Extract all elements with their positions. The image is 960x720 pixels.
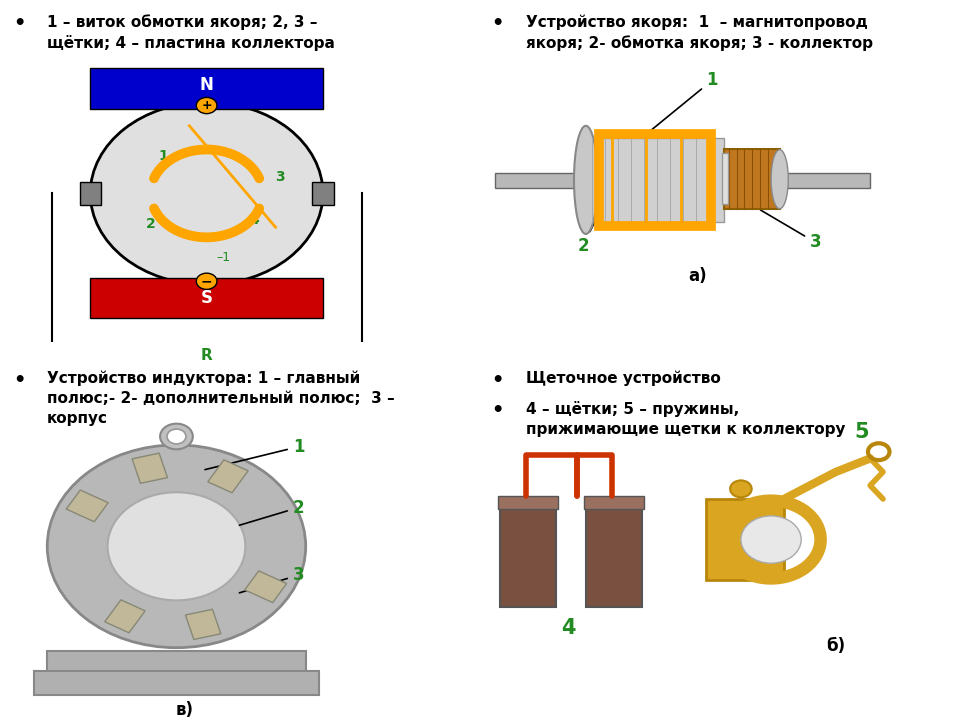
Text: 1: 1: [648, 71, 718, 132]
FancyBboxPatch shape: [584, 495, 644, 509]
FancyBboxPatch shape: [90, 68, 323, 109]
Text: 2: 2: [239, 498, 304, 525]
Text: R: R: [201, 348, 212, 363]
FancyBboxPatch shape: [707, 499, 784, 580]
Text: 4: 4: [250, 213, 259, 228]
Circle shape: [47, 445, 305, 648]
FancyBboxPatch shape: [586, 505, 642, 607]
Polygon shape: [105, 600, 145, 633]
Circle shape: [741, 516, 802, 563]
Ellipse shape: [771, 150, 788, 209]
Text: 2: 2: [577, 216, 597, 255]
FancyBboxPatch shape: [497, 495, 558, 509]
Text: +: +: [202, 99, 212, 112]
Circle shape: [160, 423, 193, 449]
FancyBboxPatch shape: [495, 173, 582, 189]
Circle shape: [90, 102, 323, 284]
FancyBboxPatch shape: [47, 651, 305, 678]
Text: •: •: [12, 371, 25, 390]
Polygon shape: [207, 460, 249, 492]
Text: 1: 1: [158, 149, 168, 163]
Text: •: •: [12, 14, 25, 33]
Text: •: •: [492, 401, 503, 420]
FancyBboxPatch shape: [312, 181, 334, 205]
Text: N: N: [200, 76, 213, 94]
Text: Щеточное устройство: Щеточное устройство: [525, 371, 720, 386]
Text: а): а): [688, 267, 708, 285]
Circle shape: [731, 480, 752, 498]
Circle shape: [167, 429, 186, 444]
Polygon shape: [185, 609, 221, 639]
FancyBboxPatch shape: [500, 505, 556, 607]
Text: 3: 3: [760, 210, 822, 251]
FancyBboxPatch shape: [35, 671, 319, 695]
FancyBboxPatch shape: [80, 181, 101, 205]
Text: S: S: [201, 289, 212, 307]
FancyBboxPatch shape: [724, 150, 780, 209]
Polygon shape: [132, 453, 167, 483]
Text: Устройство якоря:  1  – магнитопровод
якоря; 2- обмотка якоря; 3 - коллектор: Устройство якоря: 1 – магнитопровод якор…: [525, 14, 873, 50]
FancyBboxPatch shape: [90, 278, 323, 318]
Circle shape: [196, 97, 217, 114]
Circle shape: [108, 492, 246, 600]
Polygon shape: [245, 571, 287, 603]
Text: 4: 4: [562, 618, 576, 638]
Text: 5: 5: [854, 422, 869, 442]
FancyBboxPatch shape: [586, 138, 724, 222]
Text: 2: 2: [146, 217, 156, 231]
Text: 3: 3: [275, 169, 285, 184]
FancyBboxPatch shape: [172, 346, 241, 366]
Text: –1: –1: [217, 251, 231, 264]
Text: 1 – виток обмотки якоря; 2, 3 –
щётки; 4 – пластина коллектора: 1 – виток обмотки якоря; 2, 3 – щётки; 4…: [47, 14, 335, 51]
Ellipse shape: [574, 126, 598, 234]
Polygon shape: [66, 490, 108, 522]
FancyBboxPatch shape: [780, 173, 870, 189]
Text: −: −: [201, 274, 212, 288]
Text: 1: 1: [205, 438, 304, 469]
Text: •: •: [492, 14, 503, 33]
Circle shape: [196, 273, 217, 289]
Text: Устройство индуктора: 1 – главный
полюс;- 2- дополнительный полюс;  3 –
корпус: Устройство индуктора: 1 – главный полюс;…: [47, 371, 395, 426]
Text: в): в): [176, 701, 194, 719]
Text: •: •: [492, 371, 503, 390]
Text: 3: 3: [239, 566, 304, 593]
Text: б): б): [827, 637, 845, 655]
Text: 4 – щётки; 5 – пружины,
прижимающие щетки к коллектору: 4 – щётки; 5 – пружины, прижимающие щетк…: [525, 401, 845, 437]
FancyBboxPatch shape: [722, 153, 728, 204]
